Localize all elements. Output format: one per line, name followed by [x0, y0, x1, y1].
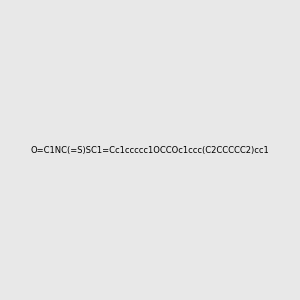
Text: O=C1NC(=S)SC1=Cc1ccccc1OCCOc1ccc(C2CCCCC2)cc1: O=C1NC(=S)SC1=Cc1ccccc1OCCOc1ccc(C2CCCCC…: [31, 146, 269, 154]
